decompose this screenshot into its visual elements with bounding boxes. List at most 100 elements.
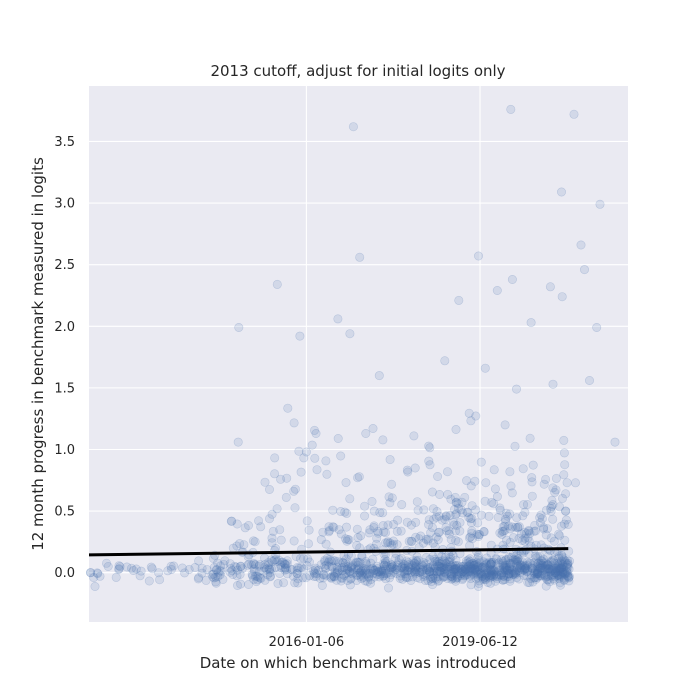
data-point bbox=[440, 514, 450, 524]
data-point bbox=[341, 558, 351, 568]
data-point bbox=[341, 569, 351, 579]
data-point bbox=[444, 564, 454, 574]
data-point bbox=[505, 574, 515, 584]
data-point bbox=[543, 560, 553, 570]
data-point bbox=[460, 570, 470, 580]
data-point bbox=[462, 476, 472, 486]
data-point bbox=[428, 504, 438, 514]
data-point bbox=[373, 528, 383, 538]
data-point bbox=[451, 509, 461, 519]
data-point bbox=[435, 566, 445, 576]
data-point bbox=[460, 492, 470, 502]
data-point bbox=[272, 279, 282, 289]
data-point bbox=[504, 521, 514, 531]
data-point bbox=[253, 572, 263, 582]
data-point bbox=[501, 535, 511, 545]
data-point bbox=[422, 562, 432, 572]
data-point bbox=[555, 559, 565, 569]
data-point bbox=[430, 554, 440, 564]
data-point bbox=[543, 559, 553, 569]
data-point bbox=[497, 568, 507, 578]
data-point bbox=[533, 565, 543, 575]
data-point bbox=[562, 567, 572, 577]
data-point bbox=[406, 520, 416, 530]
data-point bbox=[467, 563, 477, 573]
data-point bbox=[517, 557, 527, 567]
data-point bbox=[486, 570, 496, 580]
data-point bbox=[247, 570, 257, 580]
data-point bbox=[309, 568, 319, 578]
data-point bbox=[342, 536, 352, 546]
data-point bbox=[551, 563, 561, 573]
data-point bbox=[430, 573, 440, 583]
data-point bbox=[446, 571, 456, 581]
data-point bbox=[432, 567, 442, 577]
data-point bbox=[102, 558, 112, 568]
data-point bbox=[412, 552, 422, 562]
data-point bbox=[312, 568, 322, 578]
data-point bbox=[361, 556, 371, 566]
data-point bbox=[431, 532, 441, 542]
data-point bbox=[467, 526, 477, 536]
data-point bbox=[330, 569, 340, 579]
data-point bbox=[561, 506, 571, 516]
data-point bbox=[419, 558, 429, 568]
data-point bbox=[555, 564, 565, 574]
data-point bbox=[492, 574, 502, 584]
data-point bbox=[424, 441, 434, 451]
data-point bbox=[197, 568, 207, 578]
data-point bbox=[249, 558, 259, 568]
data-point bbox=[425, 567, 435, 577]
data-point bbox=[423, 536, 433, 546]
data-point bbox=[447, 571, 457, 581]
data-point bbox=[425, 460, 435, 470]
data-point bbox=[418, 564, 428, 574]
data-point bbox=[368, 554, 378, 564]
data-point bbox=[519, 500, 529, 510]
data-point bbox=[114, 564, 124, 574]
data-point bbox=[463, 561, 473, 571]
data-point bbox=[489, 565, 499, 575]
data-point bbox=[439, 562, 449, 572]
data-point bbox=[336, 529, 346, 539]
data-point bbox=[391, 568, 401, 578]
data-point bbox=[497, 529, 507, 539]
data-point bbox=[255, 573, 265, 583]
data-point bbox=[411, 555, 421, 565]
data-point bbox=[535, 551, 545, 561]
data-point bbox=[532, 568, 542, 578]
data-point bbox=[377, 568, 387, 578]
data-point bbox=[311, 571, 321, 581]
data-point bbox=[431, 556, 441, 566]
data-point bbox=[427, 487, 437, 497]
data-point bbox=[434, 556, 444, 566]
data-point bbox=[358, 572, 368, 582]
data-point bbox=[425, 563, 435, 573]
data-point bbox=[437, 556, 447, 566]
data-point bbox=[466, 580, 476, 590]
data-point bbox=[267, 538, 277, 548]
data-point bbox=[508, 533, 518, 543]
data-point bbox=[498, 575, 508, 585]
data-point bbox=[457, 561, 467, 571]
data-point bbox=[365, 568, 375, 578]
data-point bbox=[511, 570, 521, 580]
data-point bbox=[373, 569, 383, 579]
data-point bbox=[233, 565, 243, 575]
data-point bbox=[542, 575, 552, 585]
data-point bbox=[348, 567, 358, 577]
data-point bbox=[507, 274, 517, 284]
data-point bbox=[357, 568, 367, 578]
data-point bbox=[447, 571, 457, 581]
data-point bbox=[341, 522, 351, 532]
data-point bbox=[328, 522, 338, 532]
data-point bbox=[461, 564, 471, 574]
data-point bbox=[584, 375, 594, 385]
data-point bbox=[490, 484, 500, 494]
data-point bbox=[511, 384, 521, 394]
data-point bbox=[337, 573, 347, 583]
data-point bbox=[428, 538, 438, 548]
data-point bbox=[547, 501, 557, 511]
data-point bbox=[399, 563, 409, 573]
data-point bbox=[251, 560, 261, 570]
